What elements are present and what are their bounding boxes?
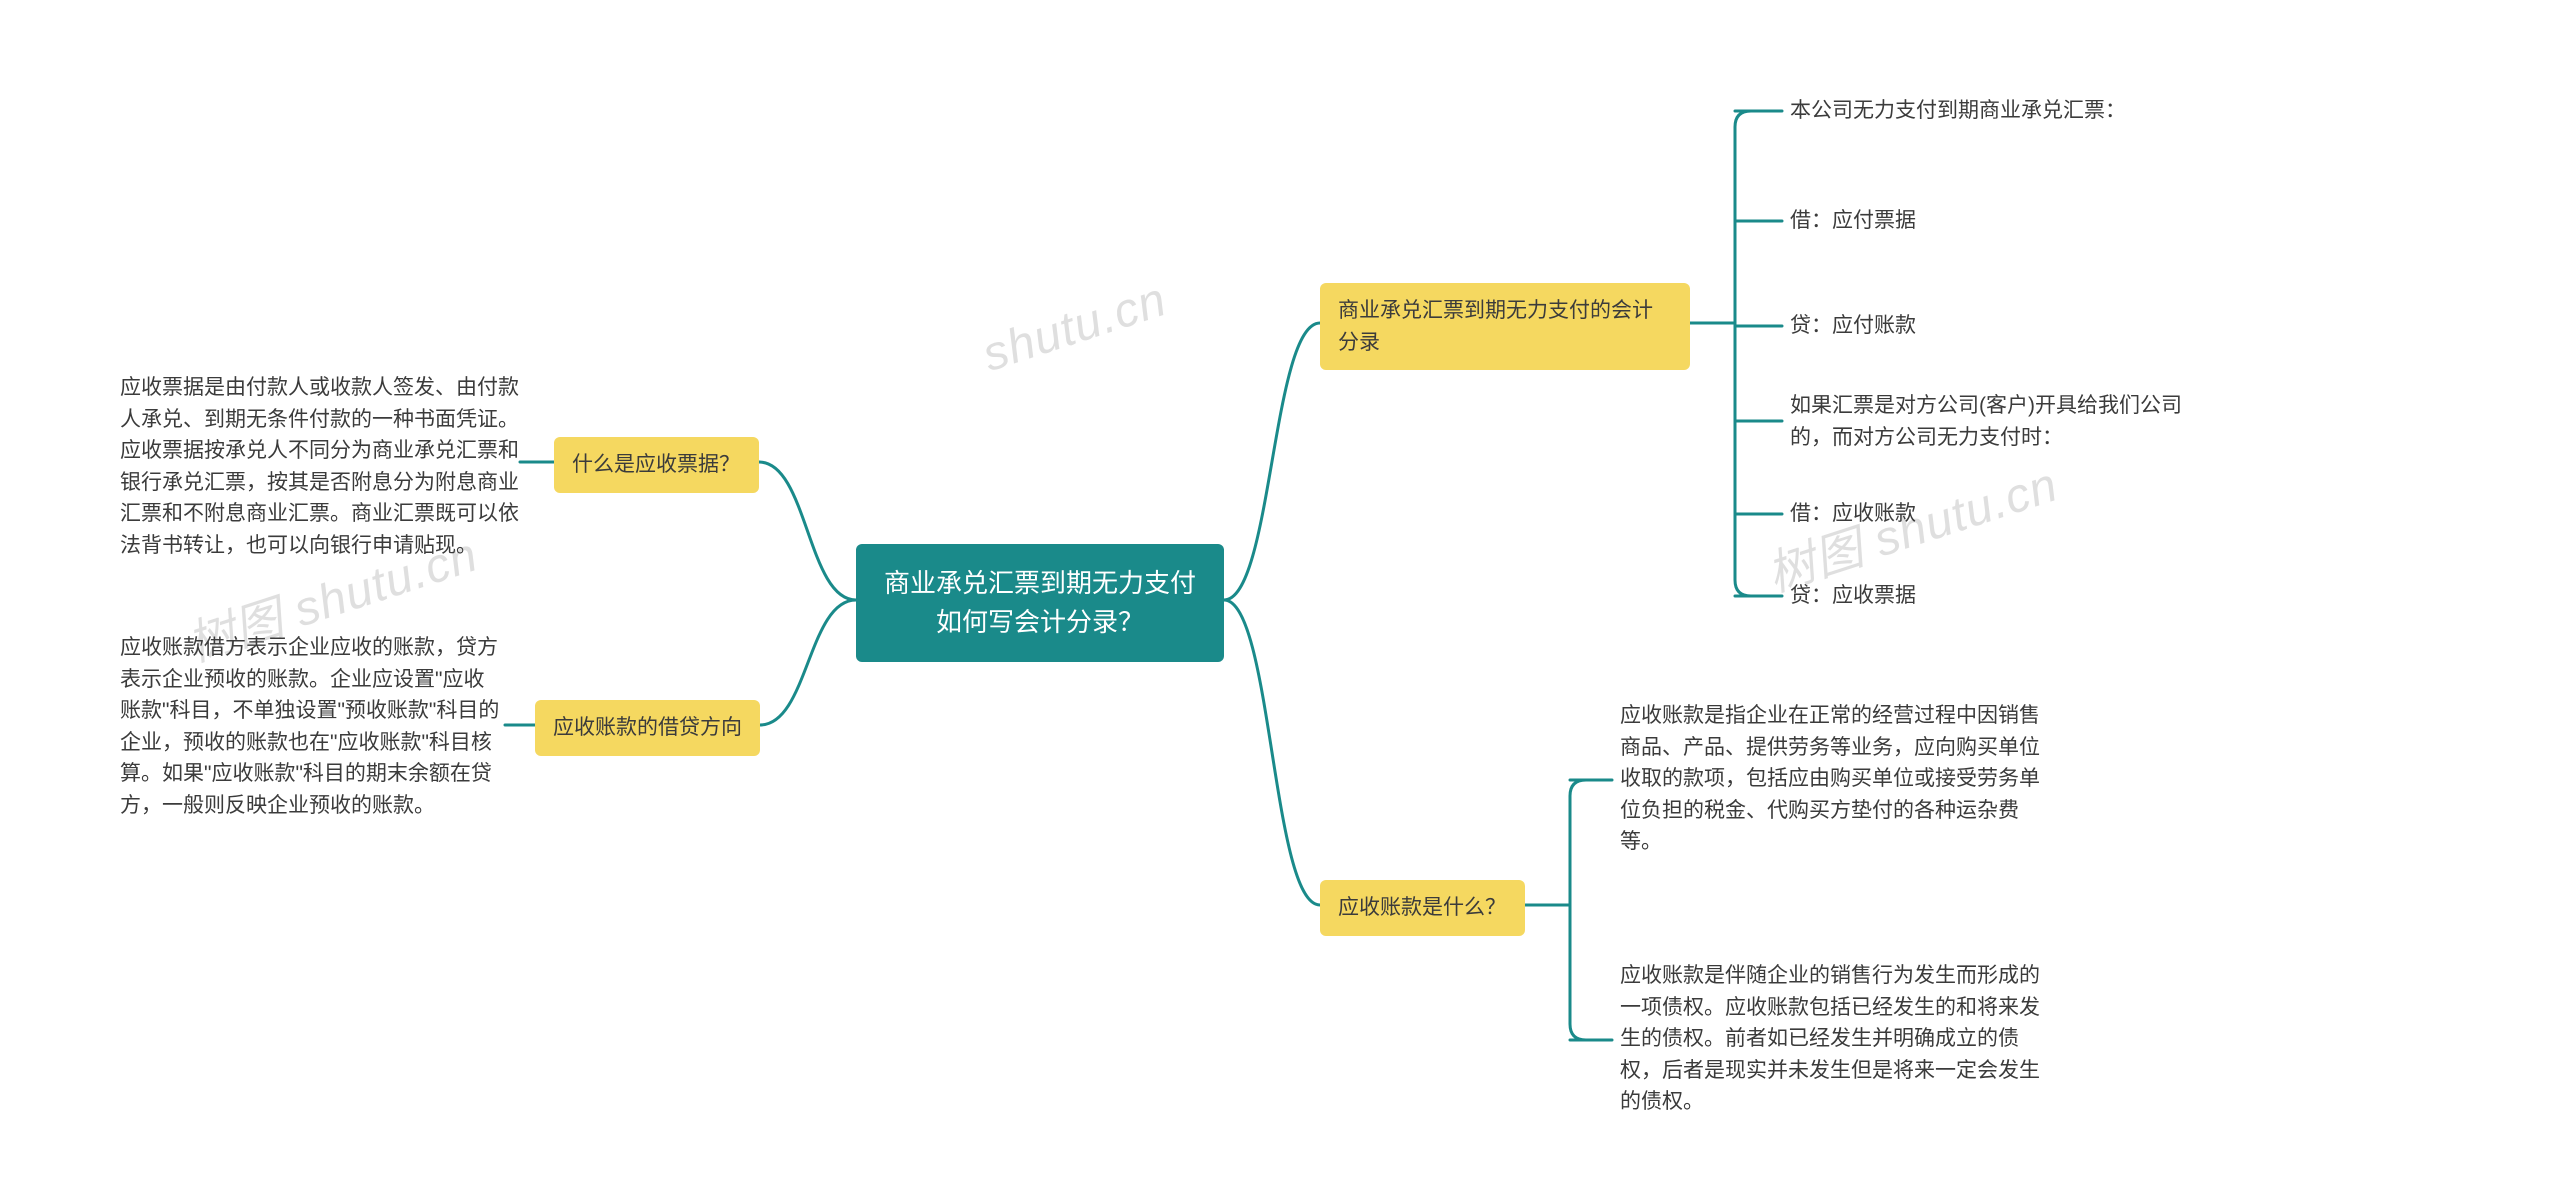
branch-what-is-notes-receivable: 什么是应收票据？ bbox=[554, 437, 759, 493]
leaf-ar-desc-0: 应收账款是指企业在正常的经营过程中因销售商品、产品、提供劳务等业务，应向购买单位… bbox=[1620, 700, 2040, 858]
leaf-ar-desc-1: 应收账款是伴随企业的销售行为发生而形成的一项债权。应收账款包括已经发生的和将来发… bbox=[1620, 960, 2040, 1118]
leaf-entry-5: 贷：应收票据 bbox=[1790, 580, 1970, 612]
leaf-entry-2: 贷：应付账款 bbox=[1790, 310, 1970, 342]
branch-what-is-accounts-receivable: 应收账款是什么？ bbox=[1320, 880, 1525, 936]
leaf-notes-receivable-desc: 应收票据是由付款人或收款人签发、由付款人承兑、到期无条件付款的一种书面凭证。应收… bbox=[120, 372, 520, 561]
leaf-entry-1: 借：应付票据 bbox=[1790, 205, 1970, 237]
leaf-entry-3: 如果汇票是对方公司(客户)开具给我们公司的，而对方公司无力支付时： bbox=[1790, 390, 2210, 453]
leaf-entry-4: 借：应收账款 bbox=[1790, 498, 1970, 530]
connectors-layer bbox=[0, 0, 2560, 1201]
root-node: 商业承兑汇票到期无力支付如何写会计分录？ bbox=[856, 544, 1224, 662]
branch-accounts-receivable-direction: 应收账款的借贷方向 bbox=[535, 700, 760, 756]
leaf-accounts-receivable-direction-desc: 应收账款借方表示企业应收的账款，贷方表示企业预收的账款。企业应设置"应收账款"科… bbox=[120, 632, 505, 821]
watermark: shutu.cn bbox=[976, 272, 1173, 383]
leaf-entry-0: 本公司无力支付到期商业承兑汇票： bbox=[1790, 95, 2190, 127]
branch-accounting-entries: 商业承兑汇票到期无力支付的会计分录 bbox=[1320, 283, 1690, 370]
